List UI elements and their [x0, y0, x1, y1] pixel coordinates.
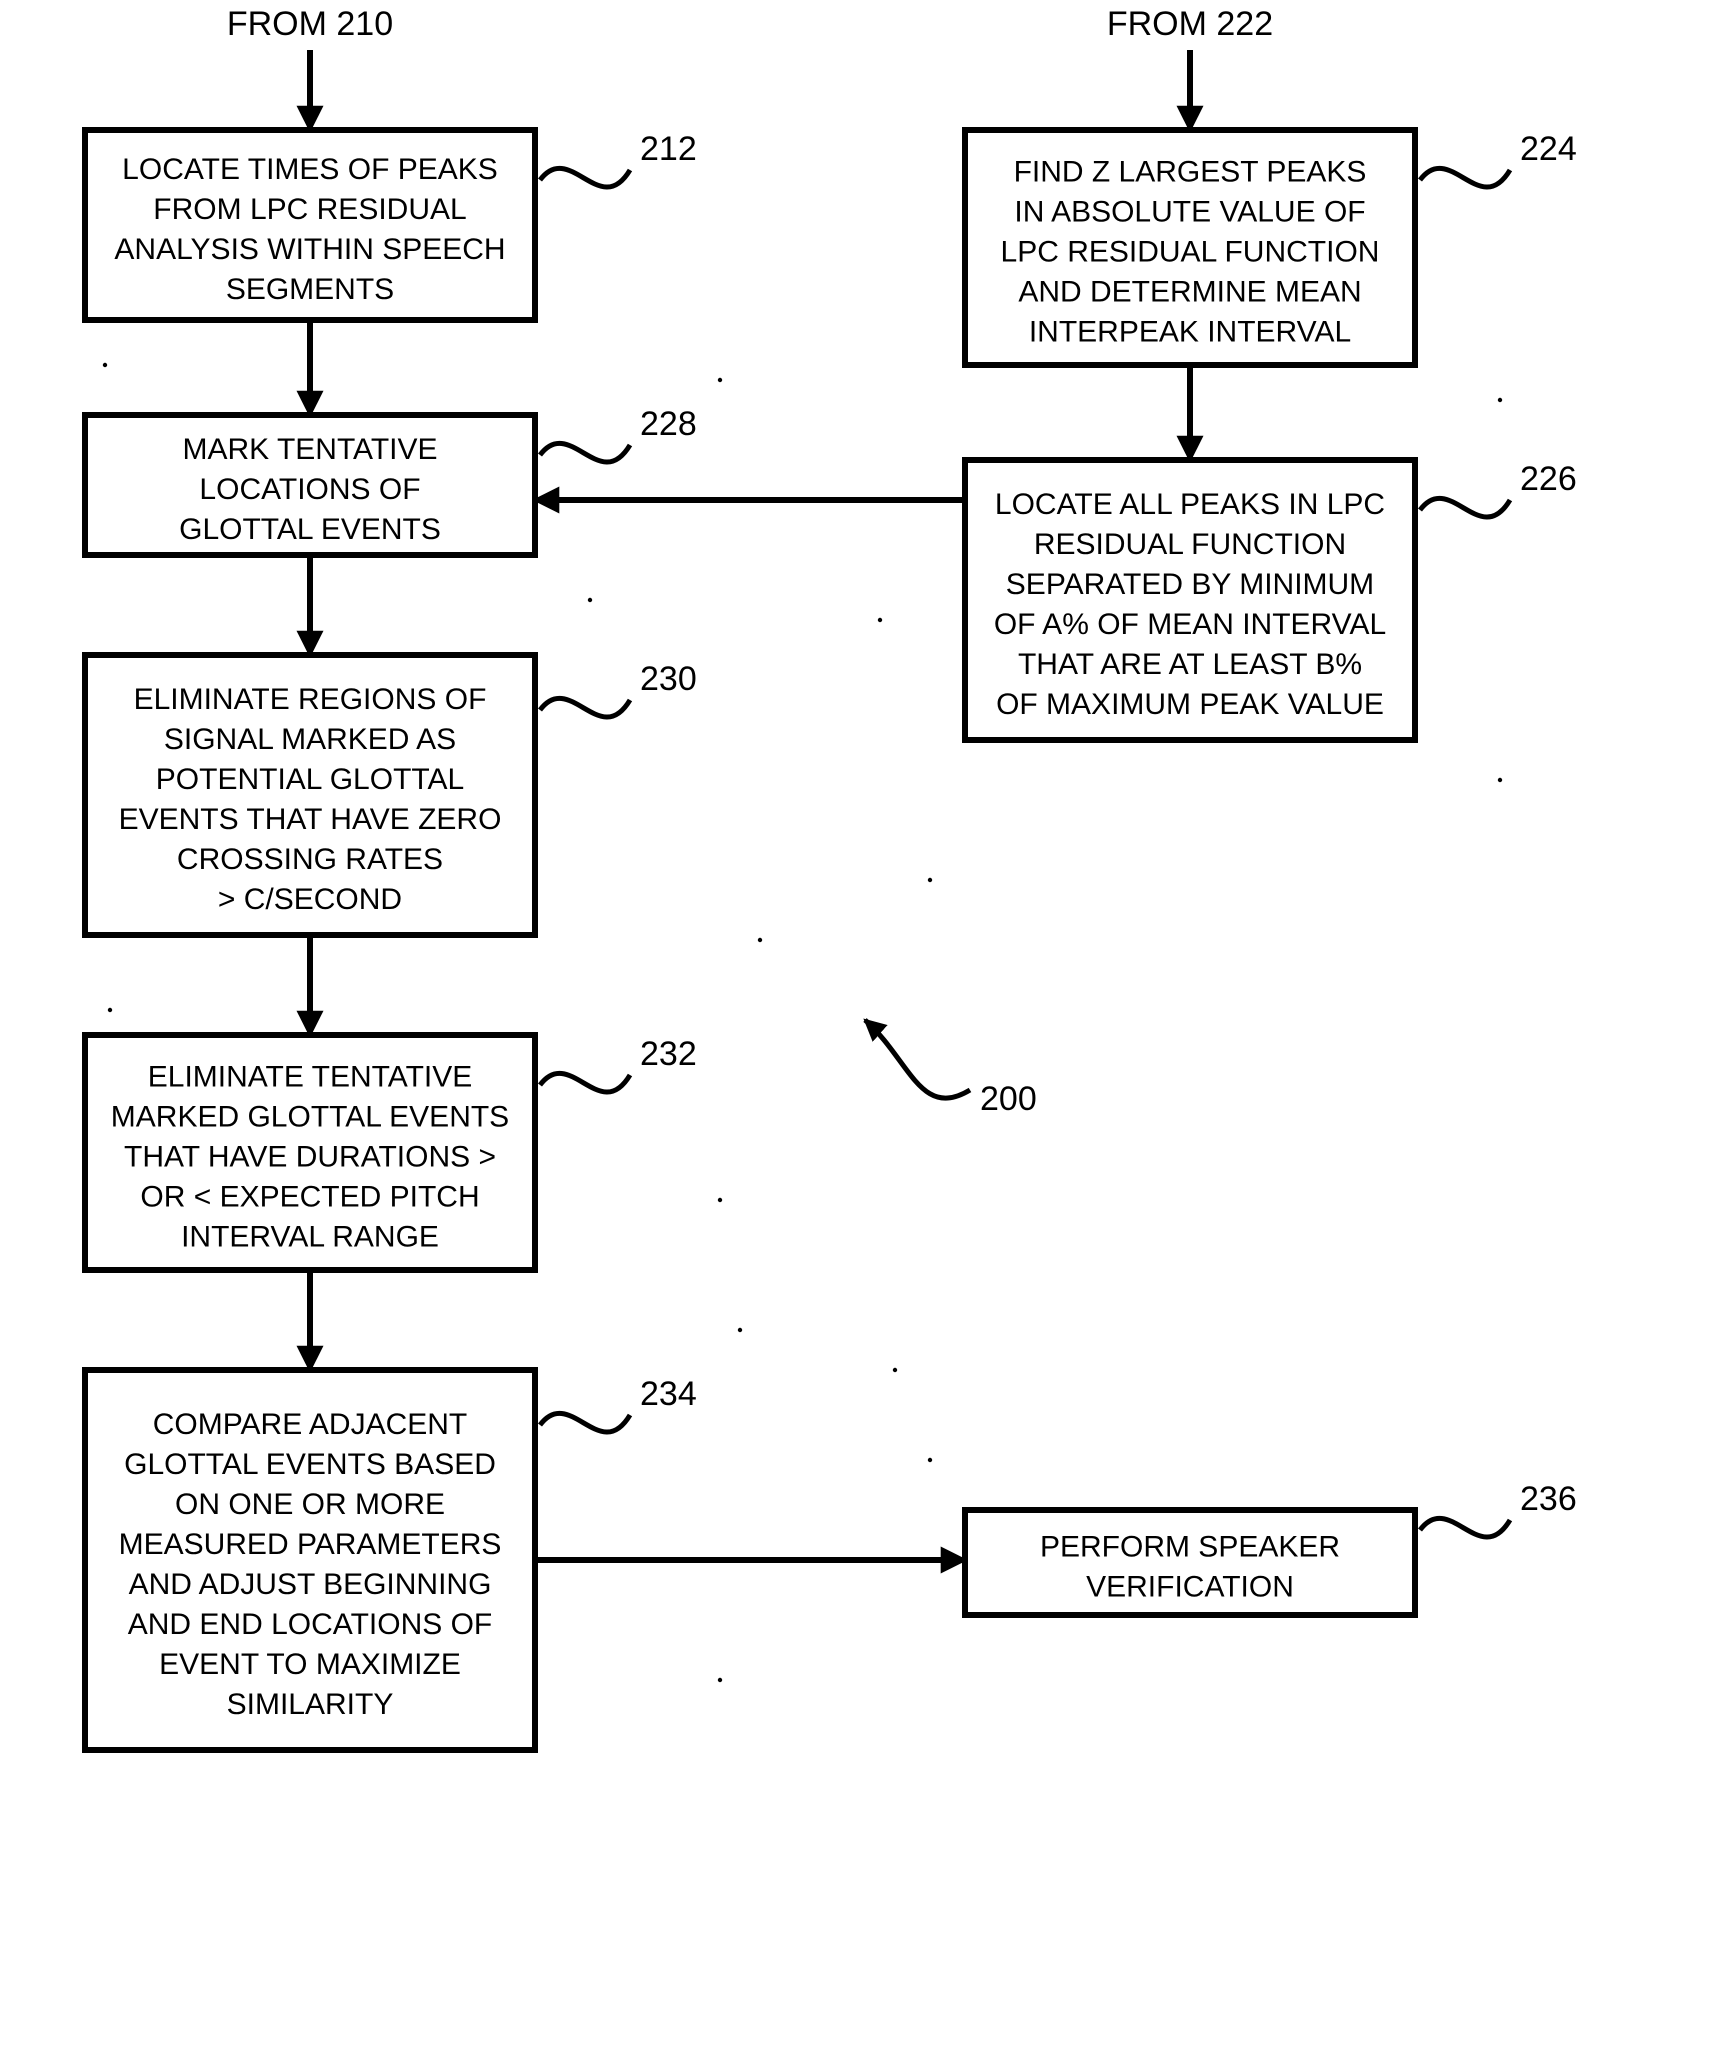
speck [1498, 778, 1502, 782]
box-b226: LOCATE ALL PEAKS IN LPC RESIDUAL FUNCTION… [965, 460, 1415, 740]
box-b236-line: PERFORM SPEAKER [1040, 1530, 1340, 1563]
squiggle-s228 [540, 443, 630, 462]
ref-r226: 226 [1520, 460, 1577, 498]
box-b234-line: AND END LOCATIONS OF [128, 1608, 492, 1641]
speck [718, 1198, 722, 1202]
ref-r232: 232 [640, 1035, 697, 1073]
squiggle-s212 [540, 168, 630, 187]
box-b234-line: COMPARE ADJACENT [153, 1408, 468, 1441]
ref-r212: 212 [640, 130, 697, 168]
box-b232: ELIMINATE TENTATIVE MARKED GLOTTAL EVENTS… [85, 1035, 535, 1270]
box-b228-line: GLOTTAL EVENTS [179, 513, 441, 546]
squiggle-s232 [540, 1073, 630, 1092]
ref-r224: 224 [1520, 130, 1577, 168]
speck [1498, 398, 1502, 402]
ref-r230: 230 [640, 660, 697, 698]
box-b224-line: FIND Z LARGEST PEAKS [1014, 155, 1367, 188]
box-b232-line: ELIMINATE TENTATIVE [148, 1060, 473, 1093]
box-b228-line: MARK TENTATIVE [182, 433, 437, 466]
top-label-right: FROM 222 [1107, 5, 1273, 43]
box-b226-line: SEPARATED BY MINIMUM [1006, 568, 1374, 601]
box-b232-line: MARKED GLOTTAL EVENTS [111, 1100, 509, 1133]
box-b234-line: AND ADJUST BEGINNING [129, 1568, 492, 1601]
box-b234-line: EVENT TO MAXIMIZE [159, 1648, 461, 1681]
box-b224-line: INTERPEAK INTERVAL [1029, 315, 1351, 348]
speck [103, 363, 107, 367]
box-b234: COMPARE ADJACENT GLOTTAL EVENTS BASED ON O… [85, 1370, 535, 1750]
box-b232-line: OR < EXPECTED PITCH [140, 1180, 479, 1213]
box-b230-line: POTENTIAL GLOTTAL [156, 763, 464, 796]
box-b234-line: GLOTTAL EVENTS BASED [124, 1448, 496, 1481]
box-b236: PERFORM SPEAKER VERIFICATION [965, 1510, 1415, 1615]
squiggle-s224 [1420, 168, 1510, 187]
box-b234-line: ON ONE OR MORE [175, 1488, 445, 1521]
speck [878, 618, 882, 622]
speck [108, 1008, 112, 1012]
ref-r200: 200 [980, 1080, 1037, 1118]
box-b224-line: IN ABSOLUTE VALUE OF [1014, 195, 1365, 228]
box-b228: MARK TENTATIVE LOCATIONS OF GLOTTAL EVENTS [85, 415, 535, 555]
speck [718, 378, 722, 382]
squiggle-s200 [865, 1020, 970, 1098]
box-b226-line: THAT ARE AT LEAST B% [1018, 648, 1362, 681]
speck [588, 598, 592, 602]
speck [928, 1458, 932, 1462]
box-b234-line: SIMILARITY [227, 1688, 394, 1721]
box-b212-line: ANALYSIS WITHIN SPEECH [114, 233, 505, 266]
box-b230-line: SIGNAL MARKED AS [164, 723, 456, 756]
box-b230-line: ELIMINATE REGIONS OF [134, 683, 487, 716]
box-b230-line: > C/SECOND [218, 883, 402, 916]
speck [893, 1368, 897, 1372]
box-b230-line: EVENTS THAT HAVE ZERO [119, 803, 502, 836]
ref-r228: 228 [640, 405, 697, 443]
ref-r234: 234 [640, 1375, 697, 1413]
speck [738, 1328, 742, 1332]
box-b226-line: OF A% OF MEAN INTERVAL [994, 608, 1386, 641]
box-b230-line: CROSSING RATES [177, 843, 443, 876]
box-b226-line: RESIDUAL FUNCTION [1034, 528, 1346, 561]
box-b226-line: LOCATE ALL PEAKS IN LPC [995, 488, 1385, 521]
box-b212: LOCATE TIMES OF PEAKS FROM LPC RESIDUAL AN… [85, 130, 535, 320]
speck [718, 1678, 722, 1682]
box-b228-line: LOCATIONS OF [199, 473, 420, 506]
box-b212-line: SEGMENTS [226, 273, 394, 306]
squiggle-s226 [1420, 498, 1510, 517]
squiggle-s234 [540, 1413, 630, 1432]
box-b212-line: FROM LPC RESIDUAL [153, 193, 466, 226]
box-b234-line: MEASURED PARAMETERS [119, 1528, 502, 1561]
box-b236-line: VERIFICATION [1086, 1570, 1294, 1603]
box-b212-line: LOCATE TIMES OF PEAKS [122, 153, 498, 186]
squiggle-s230 [540, 698, 630, 717]
squiggle-s236 [1420, 1518, 1510, 1537]
box-b224-line: AND DETERMINE MEAN [1018, 275, 1361, 308]
box-b232-line: INTERVAL RANGE [181, 1220, 439, 1253]
box-b224-line: LPC RESIDUAL FUNCTION [1001, 235, 1380, 268]
box-b232-line: THAT HAVE DURATIONS > [124, 1140, 496, 1173]
speck [928, 878, 932, 882]
box-b230: ELIMINATE REGIONS OF SIGNAL MARKED AS POTE… [85, 655, 535, 935]
box-b226-line: OF MAXIMUM PEAK VALUE [996, 688, 1384, 721]
top-label-left: FROM 210 [227, 5, 393, 43]
box-b224: FIND Z LARGEST PEAKS IN ABSOLUTE VALUE OF… [965, 130, 1415, 365]
ref-r236: 236 [1520, 1480, 1577, 1518]
speck [758, 938, 762, 942]
